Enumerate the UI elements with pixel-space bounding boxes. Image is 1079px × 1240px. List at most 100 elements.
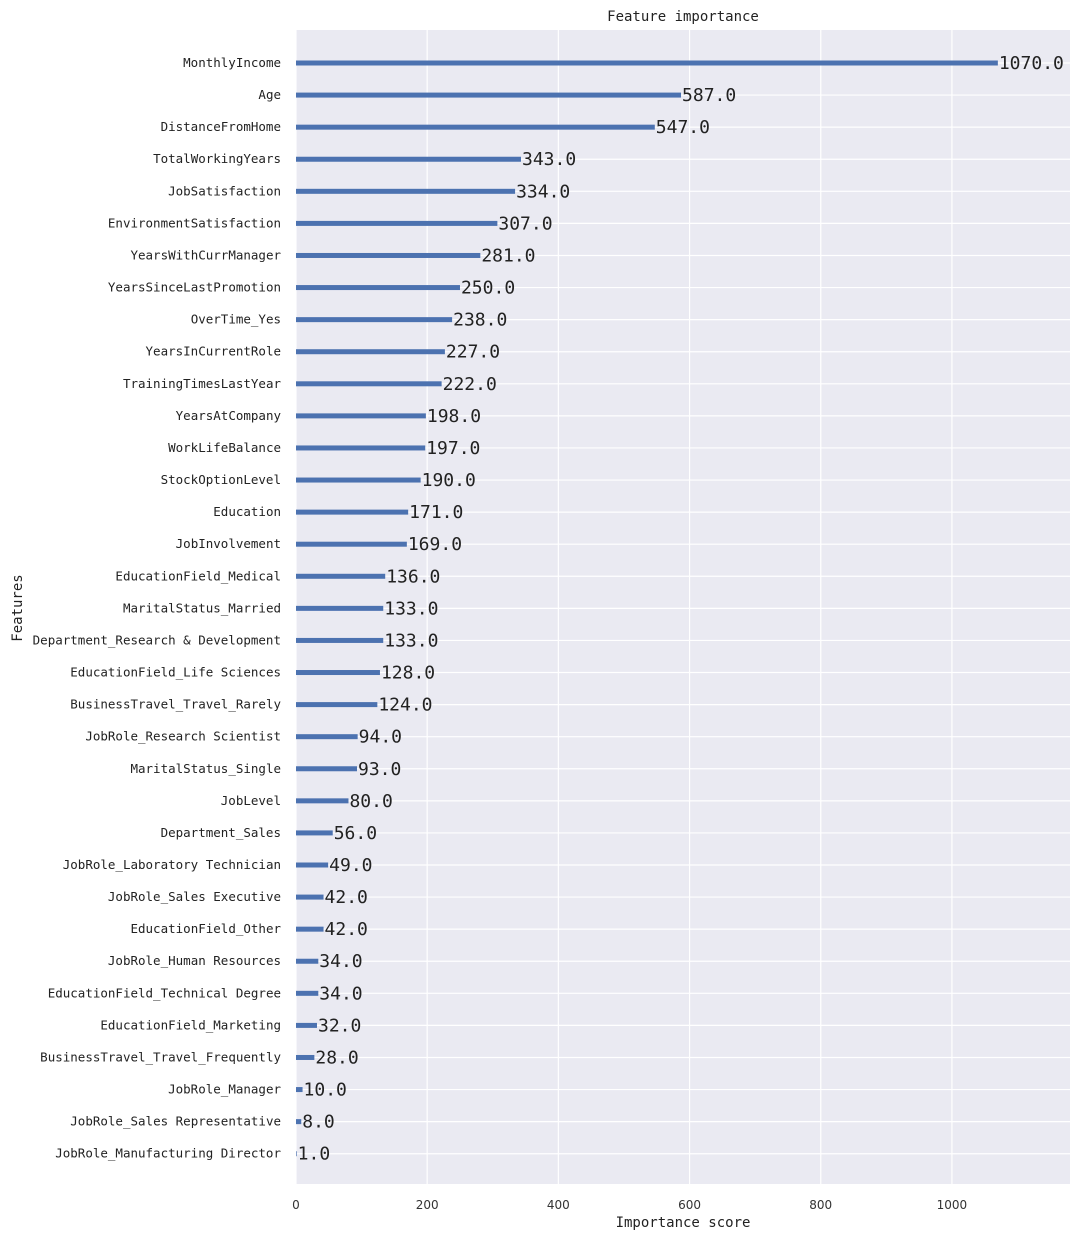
category-label: JobRole_Research Scientist bbox=[85, 729, 281, 744]
bar bbox=[296, 1151, 297, 1157]
value-label: 281.0 bbox=[481, 245, 535, 266]
category-label: JobRole_Sales Executive bbox=[108, 889, 281, 904]
category-label: TrainingTimesLastYear bbox=[123, 376, 282, 391]
category-label: EnvironmentSatisfaction bbox=[108, 215, 281, 230]
value-labels-group: 1070.0 587.0 547.0 343.0 334.0 307.0 281.0 250.… bbox=[298, 53, 1064, 1165]
value-label: 1070.0 bbox=[999, 53, 1064, 74]
category-label: TotalWorkingYears bbox=[153, 151, 281, 166]
value-label: 238.0 bbox=[453, 310, 507, 331]
category-label: JobRole_Manager bbox=[168, 1082, 281, 1097]
bar bbox=[296, 605, 384, 611]
bar bbox=[296, 862, 329, 868]
category-label: MaritalStatus_Single bbox=[130, 761, 281, 776]
category-label: Age bbox=[258, 87, 281, 102]
value-label: 197.0 bbox=[426, 438, 480, 459]
category-label: YearsInCurrentRole bbox=[146, 344, 281, 359]
bars-group bbox=[296, 60, 998, 1157]
bar bbox=[296, 413, 426, 419]
category-label: StockOptionLevel bbox=[161, 472, 281, 487]
value-label: 28.0 bbox=[315, 1047, 358, 1068]
category-label: JobRole_Laboratory Technician bbox=[63, 857, 281, 872]
value-label: 42.0 bbox=[325, 919, 368, 940]
value-label: 8.0 bbox=[302, 1112, 335, 1133]
value-label: 80.0 bbox=[349, 791, 392, 812]
bar bbox=[296, 285, 460, 291]
bar bbox=[296, 766, 358, 772]
category-label: DistanceFromHome bbox=[161, 119, 281, 134]
value-label: 133.0 bbox=[384, 630, 438, 651]
bar bbox=[296, 509, 409, 515]
bar bbox=[296, 798, 349, 804]
value-label: 1.0 bbox=[298, 1144, 331, 1165]
bar bbox=[296, 734, 358, 740]
x-tick-label: 800 bbox=[809, 1198, 832, 1212]
category-label: BusinessTravel_Travel_Rarely bbox=[70, 697, 281, 712]
category-label: JobRole_Sales Representative bbox=[70, 1114, 281, 1129]
category-label: Department_Sales bbox=[161, 825, 281, 840]
category-label: JobInvolvement bbox=[176, 536, 281, 551]
value-label: 227.0 bbox=[446, 342, 500, 363]
bar bbox=[296, 60, 998, 66]
bar bbox=[296, 894, 324, 900]
value-label: 222.0 bbox=[443, 374, 497, 395]
bar bbox=[296, 124, 655, 130]
value-label: 94.0 bbox=[359, 727, 402, 748]
bar bbox=[296, 1022, 317, 1028]
value-label: 49.0 bbox=[329, 855, 372, 876]
x-tick-labels-group: 0 200 400 600 800 1000 bbox=[292, 1198, 967, 1212]
bar bbox=[296, 830, 333, 836]
category-label: EducationField_Technical Degree bbox=[48, 985, 281, 1000]
value-label: 32.0 bbox=[318, 1015, 361, 1036]
bar bbox=[296, 1087, 303, 1093]
bar bbox=[296, 958, 319, 964]
value-label: 547.0 bbox=[656, 117, 710, 138]
value-label: 56.0 bbox=[334, 823, 377, 844]
bar bbox=[296, 573, 386, 579]
value-label: 93.0 bbox=[358, 759, 401, 780]
category-label: OverTime_Yes bbox=[191, 312, 281, 327]
bar bbox=[296, 926, 324, 932]
bar bbox=[296, 477, 421, 483]
category-label: Education bbox=[213, 504, 281, 519]
x-tick-label: 0 bbox=[292, 1198, 300, 1212]
value-label: 171.0 bbox=[409, 502, 463, 523]
category-labels-group: MonthlyIncome Age DistanceFromHome TotalWor… bbox=[33, 55, 282, 1161]
chart-title: Feature importance bbox=[607, 9, 759, 25]
value-label: 190.0 bbox=[422, 470, 476, 491]
category-label: JobLevel bbox=[221, 793, 281, 808]
category-label: JobRole_Human Resources bbox=[108, 953, 281, 968]
category-label: EducationField_Life Sciences bbox=[70, 665, 281, 680]
x-tick-label: 400 bbox=[547, 1198, 570, 1212]
bar bbox=[296, 349, 445, 355]
value-label: 133.0 bbox=[384, 598, 438, 619]
bar bbox=[296, 381, 442, 387]
value-label: 334.0 bbox=[516, 181, 570, 202]
y-axis-label: Features bbox=[10, 574, 26, 641]
x-axis-label: Importance score bbox=[616, 1215, 751, 1231]
value-label: 124.0 bbox=[378, 695, 432, 716]
category-label: EducationField_Medical bbox=[115, 568, 281, 583]
value-label: 34.0 bbox=[319, 983, 362, 1004]
bar bbox=[296, 990, 319, 996]
value-label: 10.0 bbox=[304, 1080, 347, 1101]
bar bbox=[296, 445, 426, 451]
value-label: 198.0 bbox=[427, 406, 481, 427]
bar bbox=[296, 317, 453, 323]
value-label: 34.0 bbox=[319, 951, 362, 972]
bar bbox=[296, 252, 481, 258]
x-tick-label: 1000 bbox=[937, 1198, 968, 1212]
category-label: JobRole_Manufacturing Director bbox=[55, 1146, 281, 1161]
category-label: YearsWithCurrManager bbox=[130, 247, 281, 262]
category-label: YearsAtCompany bbox=[176, 408, 282, 423]
value-label: 307.0 bbox=[498, 213, 552, 234]
bar bbox=[296, 670, 380, 676]
bar bbox=[296, 541, 407, 547]
category-label: Department_Research & Development bbox=[33, 632, 281, 647]
bar bbox=[296, 1054, 315, 1060]
category-label: MaritalStatus_Married bbox=[123, 600, 281, 615]
bar bbox=[296, 92, 682, 98]
value-label: 250.0 bbox=[461, 278, 515, 299]
value-label: 136.0 bbox=[386, 566, 440, 587]
bar bbox=[296, 188, 516, 194]
